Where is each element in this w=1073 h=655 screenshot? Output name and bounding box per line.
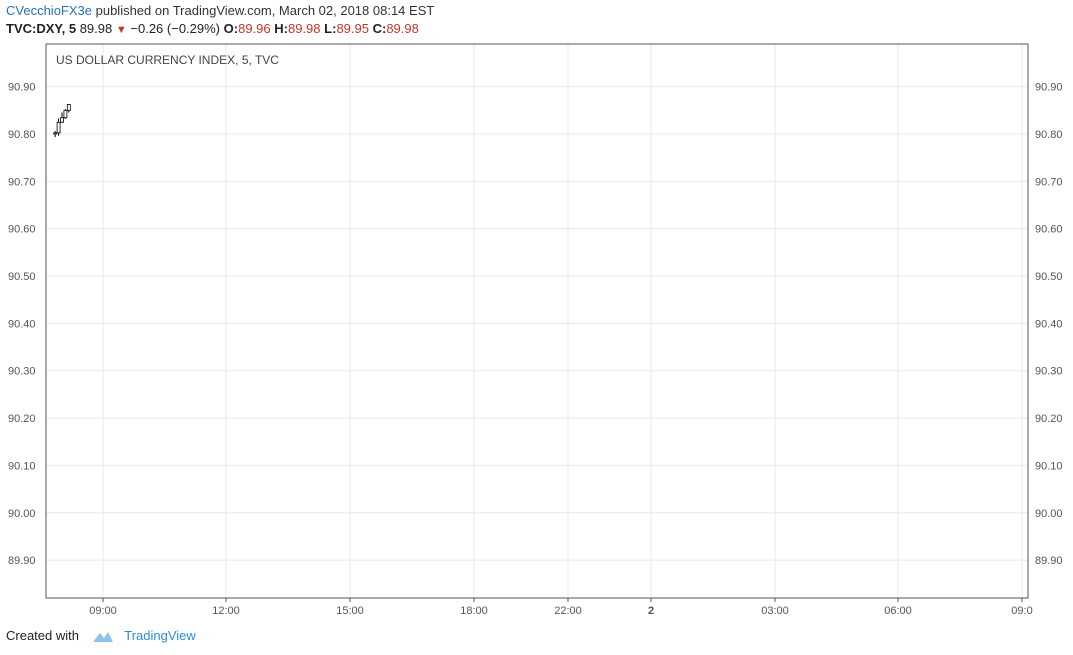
candle xyxy=(63,109,68,119)
y-tick-label-left: 90.30 xyxy=(8,366,36,378)
y-tick-label-left: 89.90 xyxy=(8,555,36,567)
y-tick-label-right: 90.90 xyxy=(1035,82,1063,94)
candle xyxy=(53,131,58,138)
y-tick-label-right: 90.10 xyxy=(1035,460,1063,472)
change-value: −0.26 (−0.29%) xyxy=(130,21,221,36)
footer: Created with TradingView xyxy=(6,628,196,644)
down-arrow-icon: ▼ xyxy=(115,24,127,36)
candle xyxy=(60,112,64,123)
candle-body xyxy=(63,109,68,119)
x-tick-label: 06:00 xyxy=(884,605,912,617)
x-tick-label: 15:00 xyxy=(336,605,364,617)
candlestick-chart[interactable]: 90.90 90.80 90.70 90.60 90.50 90.40 90.30 90.20… xyxy=(0,40,1073,618)
y-tick-label-left: 90.80 xyxy=(8,129,36,141)
candle-body xyxy=(60,117,64,123)
y-axis-right: 90.90 90.80 90.70 90.60 90.50 90.40 90.30 90.20… xyxy=(1035,82,1063,568)
x-tick-label: 03:00 xyxy=(761,605,789,617)
plot-frame xyxy=(45,43,1029,599)
y-tick-label-right: 90.70 xyxy=(1035,176,1063,188)
x-tick-label: 12:00 xyxy=(212,605,240,617)
candle xyxy=(66,104,71,113)
y-tick-label-left: 90.20 xyxy=(8,413,36,425)
tradingview-link[interactable]: TradingView xyxy=(124,628,196,643)
open-value: 89.96 xyxy=(238,21,271,36)
x-tick-label: 09:00 xyxy=(89,605,117,617)
candle-body xyxy=(56,121,61,134)
candle-body xyxy=(66,104,71,111)
close-label: C: xyxy=(372,21,387,36)
x-tick-label: 18:00 xyxy=(460,605,488,617)
low-label: L: xyxy=(324,21,337,36)
y-tick-label-left: 90.40 xyxy=(8,318,36,330)
y-tick-label-right: 90.30 xyxy=(1035,366,1063,378)
high-value: 89.98 xyxy=(287,21,321,36)
y-tick-label-left: 90.50 xyxy=(8,271,36,283)
open-label: O: xyxy=(223,21,239,36)
publish-line: CVecchioFX3e published on TradingView.co… xyxy=(6,3,434,18)
y-tick-label-left: 90.60 xyxy=(8,224,36,236)
candles-group xyxy=(53,104,71,138)
y-tick-label-right: 90.80 xyxy=(1035,129,1063,141)
tradingview-logo-icon xyxy=(92,631,113,642)
chart-title: US DOLLAR CURRENCY INDEX, 5, TVC xyxy=(56,53,279,67)
high-label: H: xyxy=(274,21,288,36)
symbol-label: TVC:DXY, 5 xyxy=(6,21,77,36)
close-value: 89.98 xyxy=(386,21,419,36)
y-tick-label-right: 90.40 xyxy=(1035,318,1063,330)
y-tick-label-left: 90.90 xyxy=(8,82,36,94)
author-link[interactable]: CVecchioFX3e xyxy=(6,3,92,18)
last-price: 89.98 xyxy=(79,21,113,36)
ohlc-line: TVC:DXY, 5 89.98 ▼ −0.26 (−0.29%) O:89.9… xyxy=(6,21,419,36)
y-tick-label-right: 89.90 xyxy=(1035,555,1063,567)
created-with-text: Created with xyxy=(6,628,79,643)
y-tick-label-right: 90.50 xyxy=(1035,271,1063,283)
x-tick-label: 22:00 xyxy=(554,605,582,617)
candle xyxy=(56,118,61,136)
y-axis-left: 90.90 90.80 90.70 90.60 90.50 90.40 90.30 90.20… xyxy=(8,82,36,568)
x-tick-label: 09:0 xyxy=(1011,605,1032,617)
x-axis: 09:00 12:00 15:00 18:00 22:00 2 03:00 06:00 09:0 xyxy=(89,598,1033,617)
y-tick-label-right: 90.00 xyxy=(1035,508,1063,520)
low-value: 89.95 xyxy=(336,21,369,36)
y-tick-label-left: 90.70 xyxy=(8,176,36,188)
y-tick-label-left: 90.10 xyxy=(8,460,36,472)
grid-lines xyxy=(46,44,1028,598)
y-tick-label-right: 90.20 xyxy=(1035,413,1063,425)
candle-body xyxy=(53,132,58,135)
chart-container[interactable]: 90.90 90.80 90.70 90.60 90.50 90.40 90.30 90.20… xyxy=(0,40,1073,618)
y-tick-label-left: 90.00 xyxy=(8,508,36,520)
published-text: published on TradingView.com, March 02, … xyxy=(92,3,435,18)
y-tick-label-right: 90.60 xyxy=(1035,224,1063,236)
x-tick-label: 2 xyxy=(648,605,654,617)
